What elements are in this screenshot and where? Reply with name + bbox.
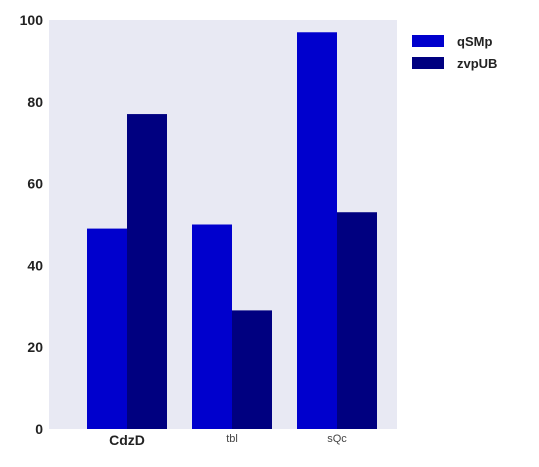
y-axis-ticks: 0 20 40 60 80 100	[20, 12, 44, 437]
y-tick-label: 0	[35, 421, 43, 437]
legend-label: zvpUB	[457, 56, 497, 71]
y-tick-label: 60	[27, 176, 43, 192]
x-tick-label: CdzD	[109, 432, 145, 448]
bar-qSMp-CdzD	[87, 228, 127, 429]
legend: qSMp zvpUB	[412, 34, 497, 71]
legend-swatch-qSMp	[412, 35, 444, 47]
legend-label: qSMp	[457, 34, 492, 49]
y-tick-label: 40	[27, 257, 43, 273]
bar-qSMp-sQc	[297, 32, 337, 430]
y-tick-label: 100	[20, 12, 44, 28]
bar-zvpUB-tbl	[232, 310, 272, 429]
bar-qSMp-tbl	[192, 224, 232, 429]
legend-swatch-zvpUB	[412, 57, 444, 69]
x-tick-label: tbl	[226, 433, 238, 445]
bar-zvpUB-sQc	[337, 212, 377, 429]
bar-zvpUB-CdzD	[127, 114, 167, 429]
x-tick-label: sQc	[327, 433, 347, 445]
x-axis-ticks: CdzD tbl sQc	[109, 432, 347, 448]
y-tick-label: 20	[27, 339, 43, 355]
bars-layer	[87, 32, 377, 430]
y-tick-label: 80	[27, 94, 43, 110]
